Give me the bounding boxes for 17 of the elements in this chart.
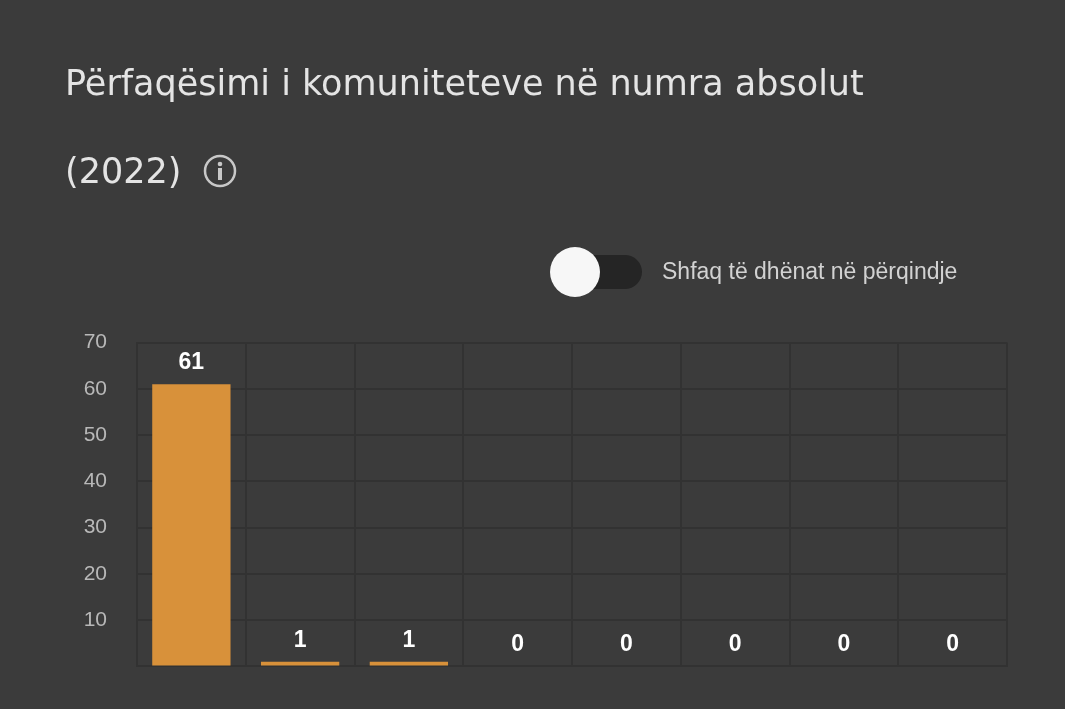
y-tick-label: 70 (83, 329, 107, 353)
data-label: 0 (728, 630, 742, 657)
data-label: 0 (511, 630, 525, 657)
y-tick-label: 60 (83, 375, 107, 399)
y-tick-label: 30 (83, 514, 107, 538)
data-label: 1 (293, 625, 307, 652)
y-tick-label: 10 (83, 606, 107, 630)
data-label: 0 (619, 630, 633, 657)
data-label: 1 (402, 625, 416, 652)
data-label: 0 (946, 630, 960, 657)
chart-title: Përfaqësimi i komuniteteve në numra absolut (2022) (65, 63, 864, 191)
data-label: 0 (837, 630, 851, 657)
y-tick-label: 50 (83, 421, 107, 445)
text: Shfaq të dhënat në përqindje (662, 257, 958, 285)
y-tick-label: 40 (83, 468, 107, 492)
y-tick-label: 20 (83, 560, 107, 584)
data-label: 61 (178, 348, 205, 375)
